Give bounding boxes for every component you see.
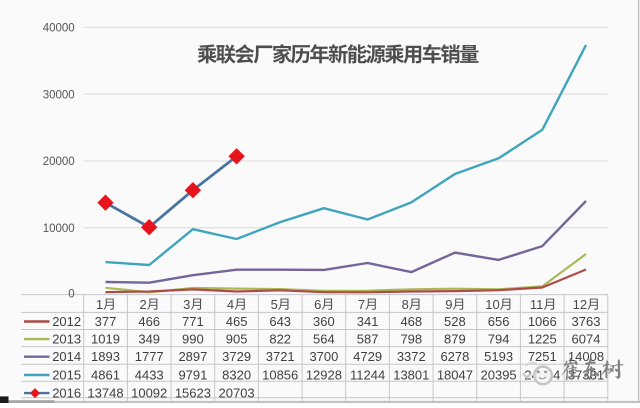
svg-text:1893: 1893 [91, 349, 120, 364]
svg-text:9: 9 [445, 297, 452, 312]
svg-text:341: 341 [357, 314, 379, 329]
svg-text:905: 905 [226, 331, 248, 346]
svg-text:8: 8 [402, 297, 409, 312]
svg-text:1: 1 [96, 297, 103, 312]
svg-text:13801: 13801 [393, 367, 429, 382]
svg-text:30000: 30000 [43, 89, 75, 101]
svg-text:10: 10 [485, 297, 499, 312]
svg-text:11244: 11244 [350, 367, 385, 382]
svg-text:10856: 10856 [262, 367, 298, 382]
svg-text:2013: 2013 [52, 331, 81, 346]
svg-text:11: 11 [530, 297, 544, 312]
svg-text:643: 643 [269, 314, 291, 329]
svg-text:377: 377 [95, 314, 117, 329]
svg-text:12928: 12928 [306, 367, 342, 382]
svg-text:10092: 10092 [131, 385, 167, 400]
svg-text:2015: 2015 [52, 367, 81, 382]
svg-text:3: 3 [183, 297, 190, 312]
svg-text:2: 2 [139, 297, 146, 312]
svg-text:15623: 15623 [175, 385, 211, 400]
svg-text:4: 4 [227, 297, 234, 312]
svg-text:13748: 13748 [87, 385, 123, 400]
svg-text:1225: 1225 [528, 331, 557, 346]
svg-text:20000: 20000 [43, 156, 75, 168]
svg-text:564: 564 [313, 331, 335, 346]
svg-text:528: 528 [444, 314, 466, 329]
svg-text:1019: 1019 [91, 331, 120, 346]
svg-text:2014: 2014 [52, 349, 81, 364]
svg-text:40000: 40000 [43, 23, 75, 35]
svg-text:587: 587 [357, 331, 379, 346]
svg-text:2016: 2016 [52, 385, 81, 400]
svg-text:8320: 8320 [222, 367, 251, 382]
svg-text:349: 349 [138, 331, 160, 346]
svg-text:656: 656 [488, 314, 510, 329]
svg-text:879: 879 [444, 331, 466, 346]
svg-text:3721: 3721 [266, 349, 295, 364]
svg-text:6074: 6074 [572, 331, 601, 346]
svg-text:794: 794 [488, 331, 510, 346]
svg-text:18047: 18047 [437, 367, 473, 382]
svg-text:1777: 1777 [135, 349, 164, 364]
svg-text:12: 12 [573, 297, 587, 312]
svg-text:10000: 10000 [43, 223, 75, 235]
svg-text:3763: 3763 [572, 314, 601, 329]
svg-text:2012: 2012 [52, 314, 81, 329]
svg-text:2897: 2897 [178, 349, 207, 364]
svg-text:822: 822 [269, 331, 291, 346]
svg-text:0: 0 [68, 288, 74, 300]
svg-text:468: 468 [400, 314, 422, 329]
svg-text:3729: 3729 [222, 349, 251, 364]
svg-text:4729: 4729 [353, 349, 382, 364]
svg-text:20395: 20395 [481, 367, 517, 382]
svg-text:466: 466 [138, 314, 160, 329]
svg-text:360: 360 [313, 314, 335, 329]
svg-text:4433: 4433 [135, 367, 164, 382]
svg-text:5: 5 [271, 297, 278, 312]
svg-text:4861: 4861 [91, 367, 120, 382]
svg-text:6278: 6278 [440, 349, 469, 364]
svg-text:6: 6 [314, 297, 321, 312]
svg-text:3372: 3372 [397, 349, 426, 364]
svg-text:7251: 7251 [528, 349, 557, 364]
svg-text:7: 7 [358, 297, 365, 312]
svg-text:5193: 5193 [484, 349, 513, 364]
svg-text:798: 798 [400, 331, 422, 346]
svg-text:771: 771 [182, 314, 204, 329]
svg-text:9791: 9791 [178, 367, 207, 382]
svg-text:14008: 14008 [568, 349, 604, 364]
svg-text:465: 465 [226, 314, 248, 329]
svg-text:20703: 20703 [219, 385, 255, 400]
svg-text:3700: 3700 [309, 349, 338, 364]
svg-text:990: 990 [182, 331, 204, 346]
svg-text:1066: 1066 [528, 314, 557, 329]
